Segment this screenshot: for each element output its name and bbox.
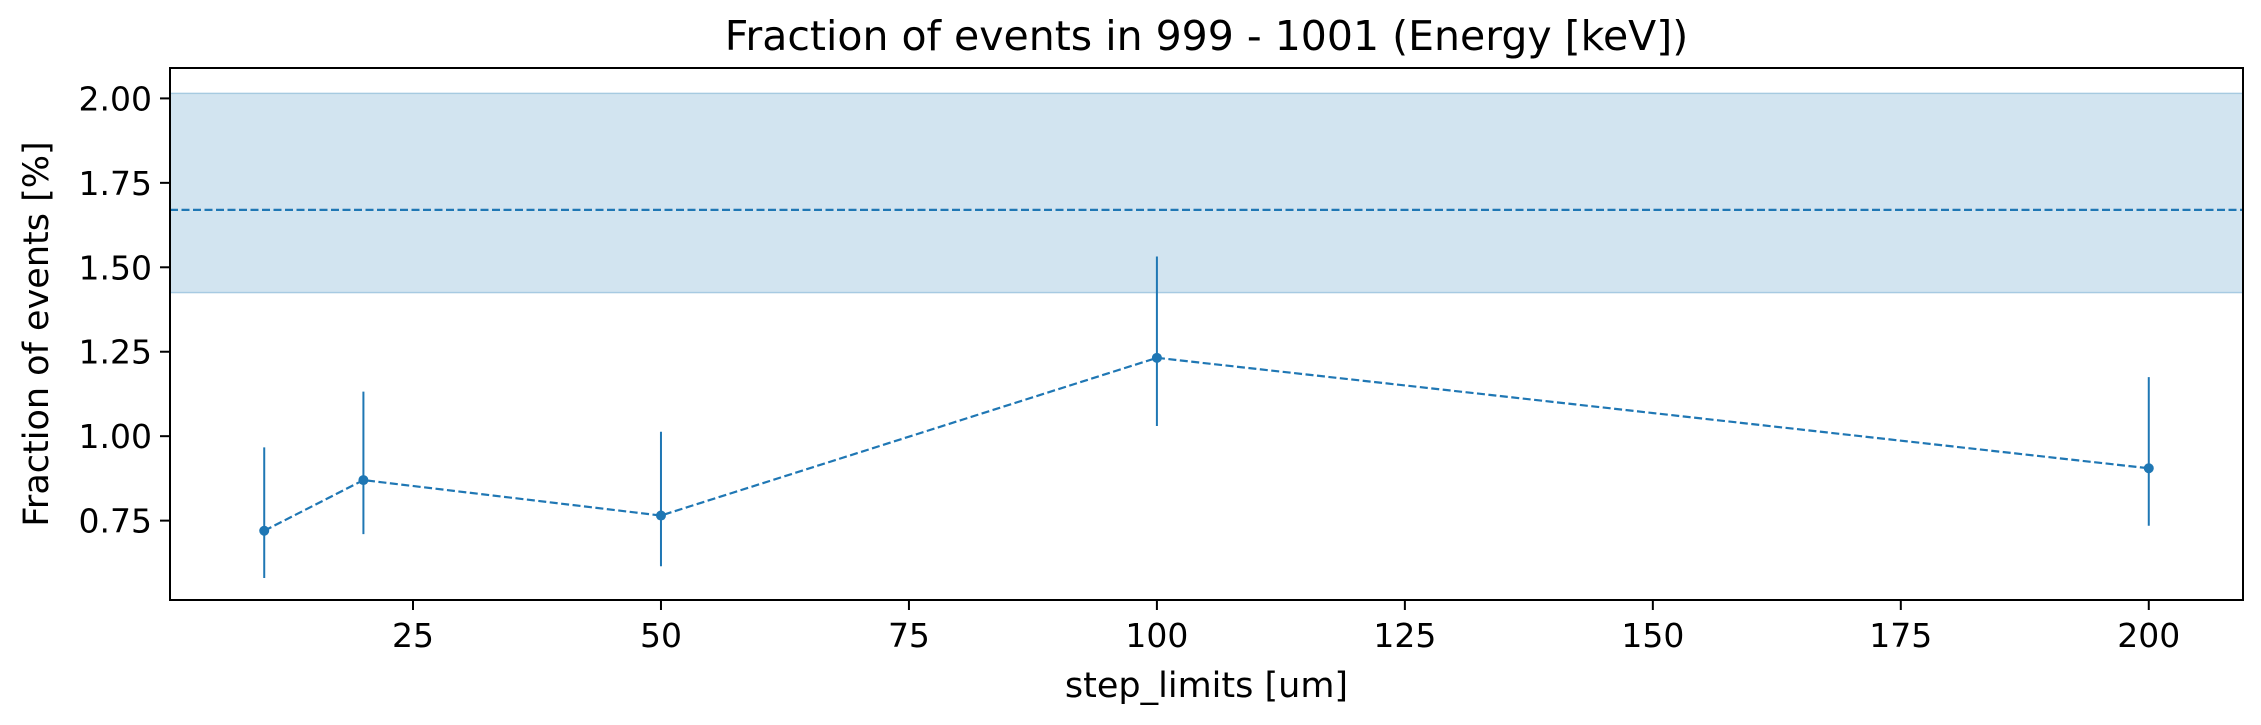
y-tick-label: 1.50 (79, 248, 152, 287)
x-tick-label: 100 (1125, 616, 1188, 655)
data-point (2143, 463, 2154, 474)
x-tick-label: 25 (392, 616, 434, 655)
chart-title: Fraction of events in 999 - 1001 (Energy… (725, 12, 1688, 60)
reference-band-layer (169, 92, 2244, 294)
data-point (259, 525, 270, 536)
x-ticks: 25 50 75 100 125 150 175 200 (392, 600, 2180, 655)
series-line (263, 356, 2149, 532)
y-tick-label: 2.00 (79, 79, 152, 118)
plot-area-frame (169, 67, 2244, 601)
data-point (655, 510, 666, 521)
reference-band (169, 92, 2244, 294)
x-tick-label: 125 (1373, 616, 1436, 655)
y-tick-label: 1.00 (79, 417, 152, 456)
x-tick-label: 200 (2117, 616, 2180, 655)
series-layer (259, 256, 2154, 579)
x-tick-label: 75 (888, 616, 930, 655)
y-tick-label: 1.75 (79, 164, 152, 203)
data-point (1151, 352, 1162, 363)
y-tick-label: 1.25 (79, 333, 152, 372)
y-axis-label: Fraction of events [%] (17, 141, 57, 526)
x-axis-label: step_limits [um] (1065, 666, 1348, 706)
x-tick-label: 150 (1621, 616, 1684, 655)
data-point (358, 475, 369, 486)
x-tick-label: 50 (640, 616, 682, 655)
y-tick-label: 0.75 (79, 502, 152, 541)
y-ticks: 0.75 1.00 1.25 1.50 1.75 2.00 (79, 79, 170, 541)
x-tick-label: 175 (1869, 616, 1932, 655)
